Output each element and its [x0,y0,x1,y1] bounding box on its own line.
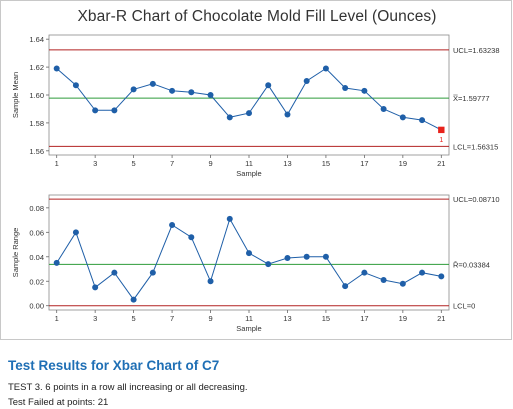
mean-data-point [265,82,272,89]
mean-data-point [322,65,329,72]
range-x-tick-label: 21 [437,314,445,323]
mean-y-tick-label: 1.64 [29,35,44,44]
range-data-point [265,261,272,268]
mean-series-line [56,67,442,131]
mean-data-point [111,107,118,114]
mean-data-point [380,105,387,112]
mean-x-tick-label: 9 [208,159,212,168]
range-data-point [207,278,214,285]
mean-x-tick-label: 19 [399,159,407,168]
mean-y-tick-label: 1.56 [29,147,44,156]
range-x-tick-label: 3 [93,314,97,323]
mean-data-point [303,78,310,85]
range-data-point [399,280,406,287]
mean-x-tick-label: 17 [360,159,368,168]
range-x-tick-label: 11 [245,314,253,323]
xbar-r-chart-svg: 1.561.581.601.621.641 3 5 7 9 11 13 15 17 19 21Sam… [11,34,500,333]
range-data-point [419,269,426,276]
mean-x-tick-label: 15 [322,159,330,168]
range-data-point [303,253,310,260]
range-data-point [188,234,195,241]
range-data-point [149,269,156,276]
mean-ucl-label: UCL=1.63238 [453,46,500,55]
mean-x-tick-label: 1 [55,159,59,168]
mean-data-point [72,82,79,89]
test-results-heading: Test Results for Xbar Chart of C7 [8,358,220,373]
range-x-tick-label: 1 [55,314,59,323]
mean-data-point [188,89,195,96]
range-x-tick-label: 17 [360,314,368,323]
mean-data-point [342,85,349,92]
range-data-point [130,296,137,303]
range-data-point [169,221,176,228]
mean-x-axis-label: Sample [236,169,261,178]
mean-x-tick-label: 13 [283,159,291,168]
range-x-tick-label: 15 [322,314,330,323]
mean-x-tick-label: 3 [93,159,97,168]
mean-x-tick-label: 7 [170,159,174,168]
range-x-tick-label: 5 [132,314,136,323]
mean-x-tick-label: 21 [437,159,445,168]
mean-data-point [399,114,406,121]
mean-plot-frame [48,34,450,156]
mean-data-point [149,80,156,87]
test-failed-points: Test Failed at points: 21 [8,397,109,408]
range-data-point [226,215,233,222]
range-data-point [322,253,329,260]
chart-title: Xbar-R Chart of Chocolate Mold Fill Leve… [77,8,437,25]
mean-data-point [169,87,176,94]
range-data-point [284,255,291,262]
range-data-point [438,273,445,280]
range-data-point [361,269,368,276]
mean-data-point [246,110,252,117]
range-x-tick-label: 19 [399,314,407,323]
range-y-tick-label: 0.02 [29,277,44,286]
range-data-point [342,283,349,290]
range-x-tick-label: 13 [283,314,291,323]
mean-data-point [361,87,368,94]
test-description: TEST 3. 6 points in a row all increasing… [8,382,248,393]
mean-y-tick-label: 1.60 [29,91,44,100]
mean-x-tick-label: 5 [132,159,136,168]
range-data-point [53,259,60,266]
mean-lcl-label: LCL=1.56315 [453,142,498,151]
mean-data-point [53,65,60,72]
range-center-label: R̄=0.03384 [453,260,490,269]
range-data-point [92,284,99,291]
range-y-tick-label: 0.04 [29,253,44,262]
range-data-point [380,277,387,284]
mean-flag-marker: 1 [439,137,443,144]
range-x-axis-label: Sample [236,324,261,333]
mean-data-point [226,114,233,121]
mean-y-axis-label: Sample Mean [11,72,20,118]
range-y-tick-label: 0.00 [29,302,44,311]
range-data-point [111,269,118,276]
range-lcl-label: LCL=0 [453,302,475,311]
mean-data-point [207,92,214,98]
mean-center-label: X̿=1.59777 [452,94,489,103]
mean-data-point [92,107,99,114]
range-data-point [246,250,252,257]
range-ucl-label: UCL=0.08710 [453,195,500,204]
mean-y-tick-label: 1.62 [29,63,44,72]
range-y-axis-label: Sample Range [11,228,20,278]
mean-flagged-point [438,126,445,134]
range-series-line [56,217,442,301]
range-x-tick-label: 7 [170,314,174,323]
mean-y-tick-label: 1.58 [29,119,44,128]
range-y-tick-label: 0.06 [29,228,44,237]
chart-panel: Xbar-R Chart of Chocolate Mold Fill Leve… [0,0,512,340]
mean-data-point [284,111,291,118]
range-y-tick-label: 0.08 [29,204,44,213]
range-x-tick-label: 9 [208,314,212,323]
mean-data-point [130,86,137,93]
mean-x-tick-label: 11 [245,159,253,168]
range-data-point [72,229,79,236]
mean-data-point [419,117,426,124]
